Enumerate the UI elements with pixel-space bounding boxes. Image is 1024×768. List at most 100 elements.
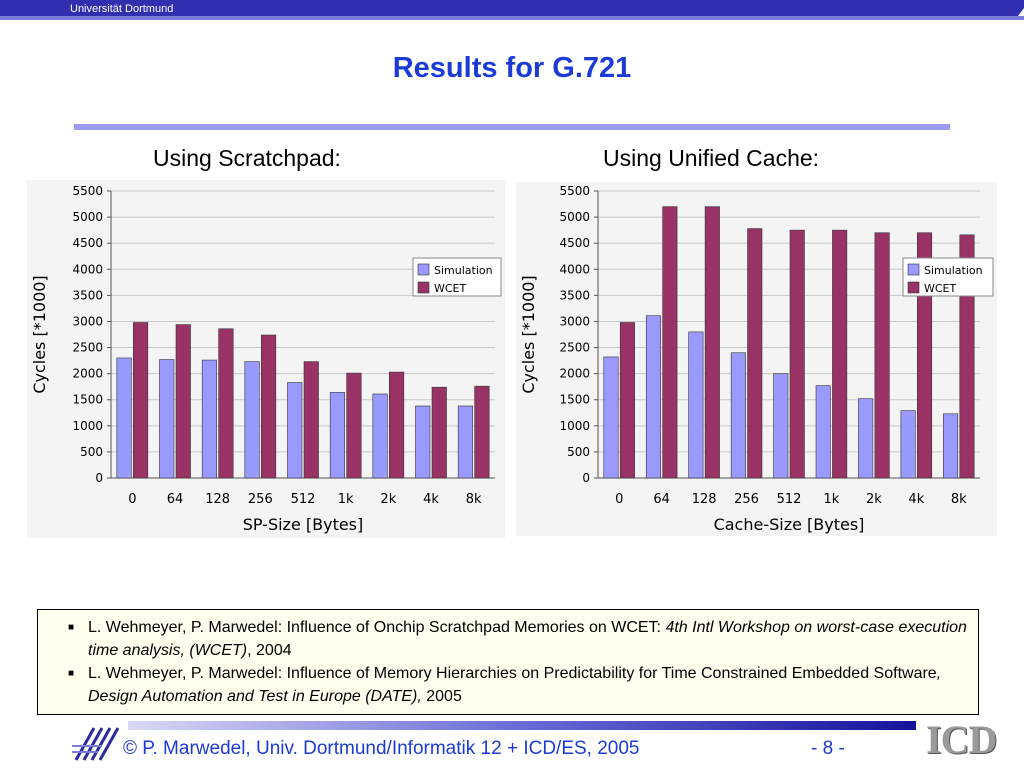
y-tick-label: 0 xyxy=(95,471,103,485)
simulation-bar xyxy=(688,331,704,479)
y-tick-label: 4500 xyxy=(559,236,590,250)
x-tick-label: 256 xyxy=(734,492,759,507)
simulation-bar xyxy=(201,359,217,479)
title-divider xyxy=(74,124,950,130)
simulation-bar xyxy=(815,385,831,479)
reference-authors: L. Wehmeyer, P. Marwedel: Influence of O… xyxy=(88,619,666,636)
y-tick-label: 3500 xyxy=(559,288,590,302)
reference-venue: 4th Intl Workshop on worst-case executio… xyxy=(88,619,967,659)
x-tick-label: 2k xyxy=(866,492,882,507)
reference-venue: , Design Automation and Test in Europe (… xyxy=(88,665,942,705)
legend-swatch xyxy=(417,263,430,276)
y-tick-label: 1500 xyxy=(559,393,590,407)
icd-logo: ICD xyxy=(926,717,997,762)
wcet-bar xyxy=(619,322,635,479)
x-axis-label: Cache-Size [Bytes] xyxy=(714,515,865,534)
simulation-bar xyxy=(730,352,746,479)
y-tick-label: 0 xyxy=(582,471,590,485)
top-banner xyxy=(0,0,1024,20)
legend-label: Simulation xyxy=(924,264,983,277)
scratchpad-chart: 0 500 1000 1500 2000 2500 3000 3500 4000 4500 5000… xyxy=(30,184,502,534)
x-tick-label: 256 xyxy=(248,492,273,507)
simulation-bar xyxy=(603,356,619,479)
y-tick-label: 5000 xyxy=(72,210,103,224)
wcet-bar xyxy=(704,206,720,479)
simulation-bar xyxy=(900,410,916,479)
x-tick-label: 1k xyxy=(824,492,840,507)
x-tick-label: 128 xyxy=(205,492,230,507)
x-tick-label: 1k xyxy=(338,492,354,507)
y-tick-label: 5000 xyxy=(559,210,590,224)
reference-item: ■ L. Wehmeyer, P. Marwedel: Influence of… xyxy=(68,616,968,662)
legend-swatch xyxy=(907,281,920,294)
legend-label: Simulation xyxy=(434,264,493,277)
x-tick-label: 64 xyxy=(653,492,670,507)
y-tick-label: 4000 xyxy=(559,262,590,276)
university-label: Universität Dortmund xyxy=(70,3,174,15)
y-tick-label: 500 xyxy=(80,445,103,459)
y-tick-label: 5500 xyxy=(559,184,590,198)
x-tick-label: 0 xyxy=(128,492,136,507)
y-tick-label: 2500 xyxy=(72,341,103,355)
left-chart-heading: Using Scratchpad: xyxy=(153,145,341,171)
y-tick-label: 1000 xyxy=(72,419,103,433)
wcet-bar xyxy=(874,232,890,479)
wcet-bar xyxy=(789,229,805,479)
x-axis-label: SP-Size [Bytes] xyxy=(243,515,364,534)
x-tick-label: 4k xyxy=(908,492,924,507)
legend-swatch xyxy=(907,263,920,276)
wcet-bar xyxy=(261,334,277,479)
simulation-bar xyxy=(159,359,175,479)
y-tick-label: 3000 xyxy=(559,314,590,328)
reference-year: , 2004 xyxy=(247,642,292,659)
y-axis-label: Cycles [*1000] xyxy=(30,275,49,393)
simulation-bar xyxy=(372,393,388,479)
footer-gradient-bar xyxy=(128,721,916,730)
simulation-bar xyxy=(457,405,473,479)
simulation-bar xyxy=(858,398,874,479)
y-tick-label: 4000 xyxy=(72,262,103,276)
legend-label: WCET xyxy=(434,282,467,295)
x-tick-label: 128 xyxy=(692,492,717,507)
x-tick-label: 4k xyxy=(423,492,439,507)
cache-chart-panel: 0 500 1000 1500 2000 2500 3000 3500 4000 4500 5000… xyxy=(516,182,997,536)
y-tick-label: 2500 xyxy=(559,341,590,355)
bullet-icon: ■ xyxy=(68,668,75,679)
x-tick-label: 8k xyxy=(466,492,482,507)
y-tick-label: 4500 xyxy=(72,236,103,250)
wcet-bar xyxy=(218,328,234,479)
x-tick-label: 2k xyxy=(380,492,396,507)
x-tick-label: 8k xyxy=(951,492,967,507)
y-tick-label: 3500 xyxy=(72,288,103,302)
bullet-icon: ■ xyxy=(68,622,75,633)
wcet-bar xyxy=(747,228,763,479)
wcet-bar xyxy=(346,372,362,479)
wcet-bar xyxy=(303,361,319,479)
simulation-bar xyxy=(329,392,345,479)
simulation-bar xyxy=(645,315,661,479)
wcet-bar xyxy=(662,206,678,479)
university-logo-icon xyxy=(72,727,120,761)
x-tick-label: 0 xyxy=(615,492,623,507)
wcet-bar xyxy=(474,385,490,479)
scratchpad-chart-panel: 0 500 1000 1500 2000 2500 3000 3500 4000 4500 5000… xyxy=(27,180,505,538)
wcet-bar xyxy=(175,324,191,479)
slide-title: Results for G.721 xyxy=(392,52,632,84)
y-tick-label: 1500 xyxy=(72,393,103,407)
footer-copyright: © P. Marwedel, Univ. Dortmund/Informatik… xyxy=(123,738,640,759)
y-tick-label: 1000 xyxy=(559,419,590,433)
simulation-bar xyxy=(287,382,303,479)
x-tick-label: 512 xyxy=(777,492,802,507)
reference-year: 2005 xyxy=(421,688,462,705)
legend-swatch xyxy=(417,281,430,294)
simulation-bar xyxy=(415,405,431,479)
right-chart-heading: Using Unified Cache: xyxy=(603,145,820,171)
y-axis-label: Cycles [*1000] xyxy=(519,275,538,393)
simulation-bar xyxy=(773,373,789,479)
x-tick-label: 64 xyxy=(167,492,184,507)
page-number: - 8 - xyxy=(811,738,845,759)
wcet-bar xyxy=(431,386,447,479)
reference-item: ■ L. Wehmeyer, P. Marwedel: Influence of… xyxy=(68,662,968,708)
y-tick-label: 2000 xyxy=(72,367,103,381)
references-box: ■ L. Wehmeyer, P. Marwedel: Influence of… xyxy=(37,609,979,715)
